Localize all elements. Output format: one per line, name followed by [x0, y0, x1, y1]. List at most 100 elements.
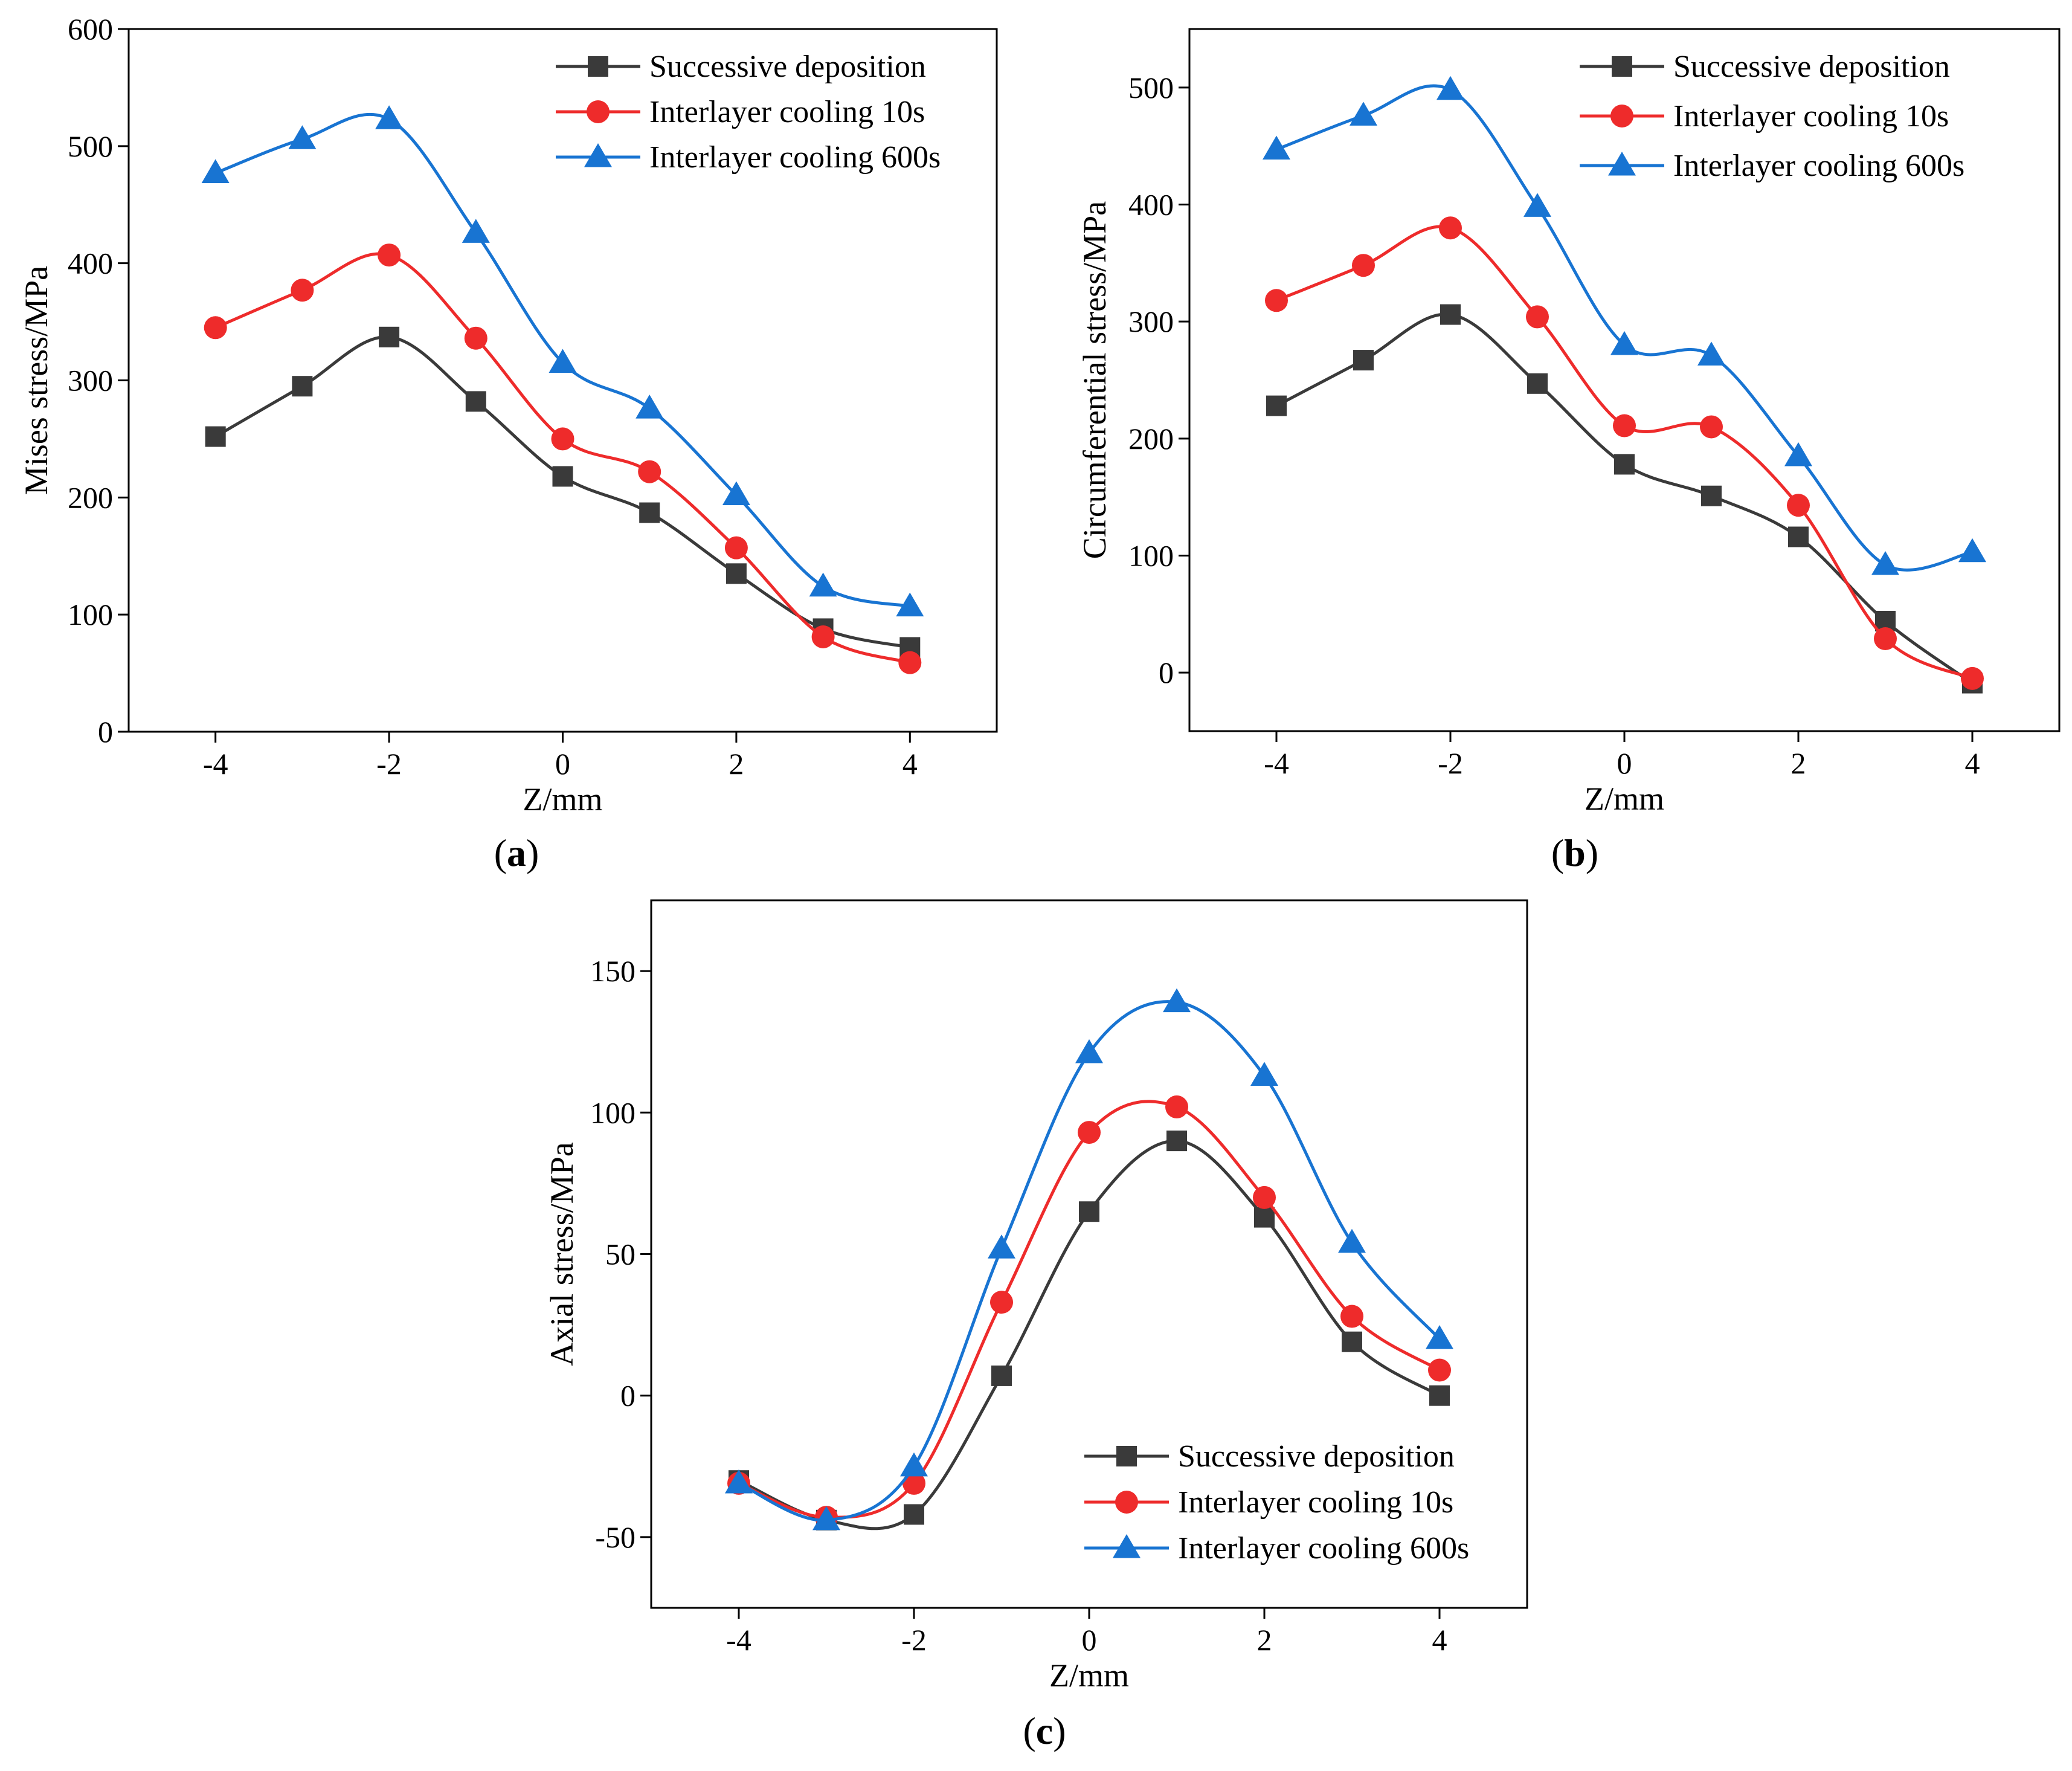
legend: Successive deposition Interlayer cooling …: [1580, 50, 1964, 183]
data-point-marker: [378, 244, 401, 267]
data-point-marker: [1165, 1095, 1188, 1118]
y-tick-label: 150: [590, 954, 635, 988]
legend-entry-label: Interlayer cooling 600s: [1673, 149, 1964, 183]
x-tick-label: -4: [1264, 746, 1289, 780]
y-tick-label: 500: [1128, 71, 1174, 105]
data-point-marker: [1614, 454, 1635, 475]
y-tick-label: 100: [68, 598, 113, 631]
data-point-marker: [1266, 395, 1287, 416]
legend: Successive deposition Interlayer cooling …: [556, 50, 941, 175]
legend-entry-label: Successive deposition: [1673, 50, 1950, 84]
data-point-marker: [1353, 350, 1374, 371]
data-point-marker: [1352, 254, 1375, 277]
data-point-marker: [1429, 1385, 1450, 1406]
y-tick-label: 200: [1128, 422, 1174, 456]
chart-panel-a: -4 -2 0 2 4 0 100 200 300 400 500 600 Z/mm Mises stre…: [18, 12, 998, 874]
legend-marker: [1608, 152, 1636, 176]
data-point-marker: [809, 572, 837, 597]
data-point-marker: [900, 1452, 928, 1477]
data-point-marker: [204, 316, 227, 340]
y-tick-label: 0: [1159, 656, 1174, 689]
series-circle: [727, 1095, 1451, 1529]
data-point-marker: [375, 105, 404, 129]
data-point-marker: [904, 1504, 924, 1525]
data-point-marker: [1523, 193, 1551, 217]
y-tick-label: 50: [605, 1237, 635, 1271]
data-point-marker: [1610, 331, 1638, 355]
y-tick-label: -50: [595, 1520, 635, 1554]
series-circle: [204, 244, 922, 674]
data-point-marker: [635, 395, 664, 419]
data-point-marker: [552, 466, 573, 487]
data-point-marker: [988, 1234, 1015, 1259]
x-tick-label: 2: [729, 747, 744, 781]
data-point-marker: [898, 651, 922, 674]
data-point-marker: [1254, 1207, 1275, 1228]
series-square: [205, 326, 921, 658]
legend-marker: [588, 56, 608, 77]
data-point-marker: [722, 481, 750, 506]
legend-entry-label: Successive deposition: [649, 50, 926, 84]
data-point-marker: [1163, 988, 1191, 1013]
chart-panel-c: -4 -2 0 2 4 -50 0 50 100 150 Z/mm Axial stress/MPa (…: [544, 899, 1528, 1752]
data-point-marker: [1079, 1201, 1099, 1222]
data-point-marker: [1700, 415, 1723, 439]
data-point-marker: [724, 536, 748, 560]
data-point-marker: [1440, 304, 1461, 325]
data-point-marker: [205, 426, 226, 447]
data-point-marker: [1338, 1228, 1366, 1253]
panel-label: (c): [1023, 1709, 1066, 1752]
data-point-marker: [811, 625, 835, 648]
legend-marker: [1612, 56, 1632, 77]
data-point-marker: [1342, 1331, 1362, 1352]
data-point-marker: [639, 502, 660, 523]
data-point-marker: [725, 1469, 753, 1494]
data-point-marker: [726, 563, 747, 584]
data-point-marker: [465, 391, 486, 412]
x-tick-label: -4: [726, 1623, 751, 1657]
series-triangle: [201, 105, 924, 617]
y-axis-label: Axial stress/MPa: [544, 1142, 580, 1366]
y-tick-label: 100: [1128, 539, 1174, 573]
data-point-marker: [464, 326, 487, 350]
data-point-marker: [1075, 1039, 1103, 1063]
x-axis-label: Z/mm: [1049, 1657, 1129, 1694]
data-point-marker: [1871, 550, 1899, 575]
x-tick-label: -4: [203, 747, 228, 781]
y-tick-label: 300: [1128, 305, 1174, 338]
y-tick-label: 100: [590, 1095, 635, 1129]
legend-marker: [1113, 1534, 1141, 1558]
series-triangle: [725, 988, 1453, 1531]
legend-entry-label: Interlayer cooling 600s: [1178, 1531, 1469, 1566]
y-tick-label: 0: [620, 1379, 635, 1413]
data-point-marker: [990, 1291, 1013, 1314]
series-line: [1276, 225, 1974, 680]
y-axis-label: Mises stress/MPa: [18, 266, 54, 495]
x-tick-label: 0: [555, 747, 570, 781]
legend-marker: [1610, 105, 1633, 127]
data-point-marker: [1787, 494, 1810, 517]
series-triangle: [1263, 76, 1986, 575]
series-line: [1275, 312, 1974, 685]
series-line: [214, 252, 911, 665]
data-point-marker: [1350, 102, 1377, 126]
y-axis-label: Circumferential stress/MPa: [1076, 201, 1113, 559]
data-point-marker: [1527, 373, 1548, 394]
data-point-marker: [201, 159, 230, 183]
x-axis-label: Z/mm: [523, 781, 603, 818]
data-point-marker: [551, 427, 574, 451]
legend-entry-label: Interlayer cooling 10s: [1673, 99, 1949, 134]
panel-label: (b): [1551, 831, 1598, 874]
chart-panel-b: -4 -2 0 2 4 0 100 200 300 400 500 Z/mm Circumferenti…: [1076, 28, 2061, 874]
x-tick-label: 0: [1617, 746, 1632, 780]
series-circle: [1265, 216, 1984, 690]
data-point-marker: [1437, 76, 1464, 100]
x-tick-label: 4: [1965, 746, 1980, 780]
data-point-marker: [812, 1506, 840, 1531]
plot-frame: [1188, 28, 2061, 732]
plot-frame: [127, 28, 998, 733]
data-point-marker: [1253, 1186, 1276, 1209]
data-point-marker: [896, 592, 924, 617]
x-tick-label: 2: [1257, 1623, 1272, 1657]
